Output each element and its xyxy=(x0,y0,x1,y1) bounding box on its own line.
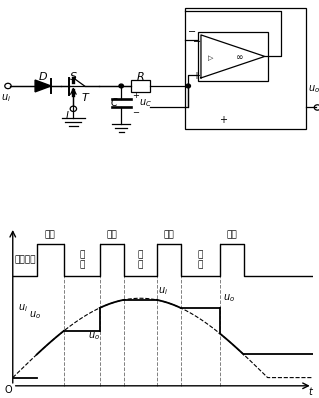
Text: $+$: $+$ xyxy=(192,70,201,81)
Text: 采样: 采样 xyxy=(106,230,117,240)
Text: D: D xyxy=(39,72,48,82)
Text: 采样: 采样 xyxy=(45,230,56,240)
Text: $u_i$: $u_i$ xyxy=(1,92,11,104)
Text: 保
持: 保 持 xyxy=(79,250,85,269)
Text: $+$: $+$ xyxy=(131,90,140,100)
Text: $u_o$: $u_o$ xyxy=(308,84,319,96)
Text: $u_o$: $u_o$ xyxy=(88,331,100,342)
Polygon shape xyxy=(35,80,51,92)
Text: $-$: $-$ xyxy=(192,35,201,45)
Text: $u_i$: $u_i$ xyxy=(18,302,28,314)
Text: $t$: $t$ xyxy=(308,385,314,397)
Circle shape xyxy=(186,84,190,88)
Text: $u_C$: $u_C$ xyxy=(139,98,152,109)
Bar xyxy=(198,32,268,80)
Text: L: L xyxy=(66,111,71,121)
Text: $\triangleright$: $\triangleright$ xyxy=(207,53,214,62)
Text: $\infty$: $\infty$ xyxy=(235,53,243,62)
Text: $+$: $+$ xyxy=(219,114,228,125)
Text: $u_i$: $u_i$ xyxy=(158,285,168,297)
Bar xyxy=(185,8,306,129)
Text: 保
持: 保 持 xyxy=(137,250,143,269)
Circle shape xyxy=(119,84,123,88)
Text: 控制信号: 控制信号 xyxy=(14,256,36,264)
Text: $-$: $-$ xyxy=(131,105,140,115)
Text: 采样: 采样 xyxy=(163,230,174,240)
Bar xyxy=(131,80,150,92)
Text: S: S xyxy=(70,72,77,82)
Text: 采样: 采样 xyxy=(226,230,237,240)
Text: C: C xyxy=(111,98,118,108)
Text: R: R xyxy=(137,72,144,82)
Text: $u_o$: $u_o$ xyxy=(223,292,235,304)
Text: $u_o$: $u_o$ xyxy=(29,309,41,320)
Text: T: T xyxy=(81,93,88,103)
Text: O: O xyxy=(4,385,12,395)
Text: 保
持: 保 持 xyxy=(197,250,203,269)
Text: $-$: $-$ xyxy=(187,25,196,35)
